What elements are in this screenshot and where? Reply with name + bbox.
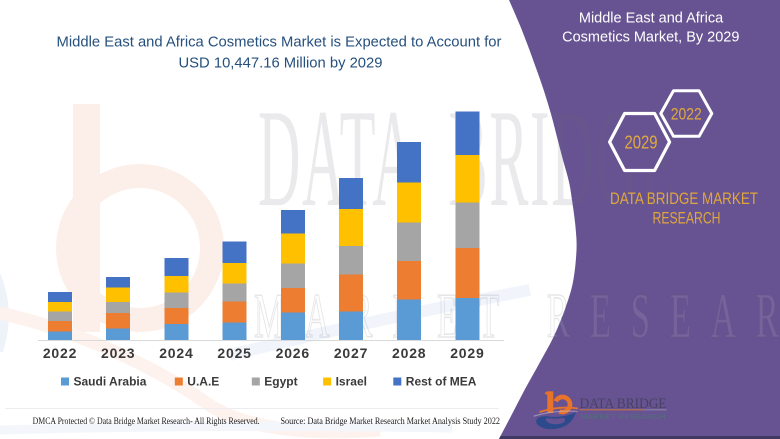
svg-text:MARKET RESEARCH: MARKET RESEARCH xyxy=(581,414,666,421)
svg-text:Middle East and Africa: Middle East and Africa xyxy=(579,10,724,26)
svg-text:2023: 2023 xyxy=(101,345,135,361)
svg-text:Middle East and Africa Cosmeti: Middle East and Africa Cosmetics Market … xyxy=(57,35,502,51)
svg-text:2025: 2025 xyxy=(217,345,251,361)
svg-text:RESEARCH: RESEARCH xyxy=(653,210,721,228)
svg-text:2022: 2022 xyxy=(43,345,77,361)
svg-text:USD 10,447.16 Million by 2029: USD 10,447.16 Million by 2029 xyxy=(179,56,383,72)
svg-text:Saudi Arabia: Saudi Arabia xyxy=(74,375,147,389)
svg-text:Source: Data Bridge Market Res: Source: Data Bridge Market Research Mark… xyxy=(281,416,501,426)
svg-text:U.A.E: U.A.E xyxy=(187,375,219,389)
svg-text:2029: 2029 xyxy=(450,345,484,361)
svg-text:2029: 2029 xyxy=(625,133,658,153)
svg-text:2027: 2027 xyxy=(334,345,368,361)
svg-text:2022: 2022 xyxy=(671,105,702,124)
svg-text:Egypt: Egypt xyxy=(264,375,297,389)
svg-text:Cosmetics Market, By 2029: Cosmetics Market, By 2029 xyxy=(562,29,739,45)
svg-text:2028: 2028 xyxy=(392,345,426,361)
svg-text:DATA BRIDGE: DATA BRIDGE xyxy=(580,396,667,412)
svg-text:2026: 2026 xyxy=(276,345,310,361)
svg-text:DATA BRIDGE MARKET: DATA BRIDGE MARKET xyxy=(610,190,758,208)
svg-text:Israel: Israel xyxy=(336,375,367,389)
svg-text:2024: 2024 xyxy=(159,345,193,361)
svg-text:DMCA Protected © Data Bridge M: DMCA Protected © Data Bridge Market Rese… xyxy=(33,416,260,426)
svg-text:Rest of MEA: Rest of MEA xyxy=(406,375,477,389)
